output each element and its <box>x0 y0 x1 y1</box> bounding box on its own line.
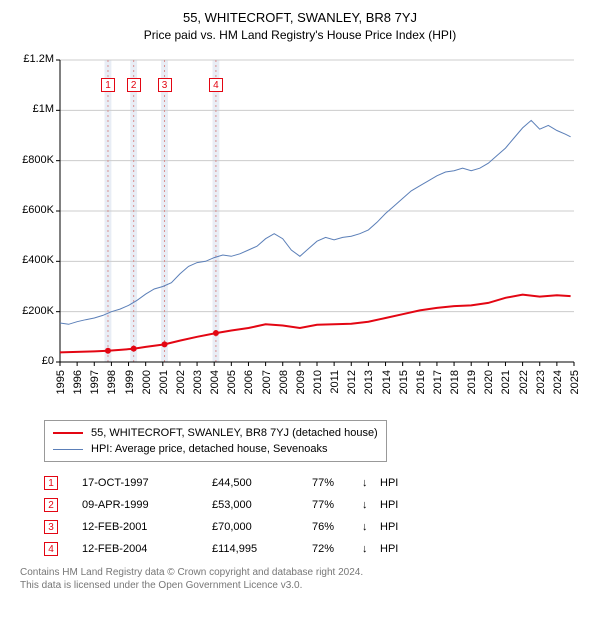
x-axis-label: 2001 <box>158 370 170 394</box>
chart-title: 55, WHITECROFT, SWANLEY, BR8 7YJ <box>14 10 586 25</box>
footer-line-2: This data is licensed under the Open Gov… <box>20 579 586 592</box>
y-axis-label: £0 <box>14 355 54 367</box>
down-arrow-icon: ↓ <box>362 521 380 533</box>
legend: 55, WHITECROFT, SWANLEY, BR8 7YJ (detach… <box>44 420 387 462</box>
legend-item: HPI: Average price, detached house, Seve… <box>53 441 378 457</box>
x-axis-label: 2007 <box>261 370 273 394</box>
transaction-pct: 77% <box>312 477 362 489</box>
transaction-price: £70,000 <box>212 521 312 533</box>
transaction-marker: 3 <box>158 78 172 92</box>
transactions-table: 117-OCT-1997£44,50077%↓HPI209-APR-1999£5… <box>44 472 586 560</box>
transaction-date: 12-FEB-2001 <box>82 521 212 533</box>
transaction-hpi-label: HPI <box>380 499 410 511</box>
transaction-hpi-label: HPI <box>380 477 410 489</box>
x-axis-label: 2020 <box>483 370 495 394</box>
footer-attribution: Contains HM Land Registry data © Crown c… <box>20 566 586 592</box>
x-axis-label: 1999 <box>124 370 136 394</box>
x-axis-label: 2010 <box>312 370 324 394</box>
x-axis-label: 2018 <box>449 370 461 394</box>
legend-swatch <box>53 432 83 434</box>
transaction-pct: 77% <box>312 499 362 511</box>
transaction-price: £44,500 <box>212 477 312 489</box>
x-axis-label: 2011 <box>329 370 341 394</box>
transaction-date: 17-OCT-1997 <box>82 477 212 489</box>
transaction-marker: 1 <box>101 78 115 92</box>
transaction-pct: 72% <box>312 543 362 555</box>
y-axis-label: £200K <box>14 305 54 317</box>
x-axis-label: 2000 <box>141 370 153 394</box>
y-axis-label: £1.2M <box>14 53 54 65</box>
down-arrow-icon: ↓ <box>362 543 380 555</box>
x-axis-label: 1996 <box>72 370 84 394</box>
x-axis-label: 2013 <box>363 370 375 394</box>
x-axis-label: 2008 <box>278 370 290 394</box>
transaction-marker: 2 <box>127 78 141 92</box>
transaction-row: 1 17-OCT-1997£44,50077%↓HPI <box>44 472 586 494</box>
transaction-row: 4 12-FEB-2004£114,99572%↓HPI <box>44 538 586 560</box>
chart-subtitle: Price paid vs. HM Land Registry's House … <box>14 28 586 42</box>
y-axis-label: £400K <box>14 254 54 266</box>
x-axis-label: 2021 <box>500 370 512 394</box>
x-axis-label: 1998 <box>106 370 118 394</box>
legend-label: HPI: Average price, detached house, Seve… <box>91 443 327 455</box>
x-axis-label: 2012 <box>346 370 358 394</box>
x-axis-label: 2016 <box>415 370 427 394</box>
x-axis-label: 2006 <box>243 370 255 394</box>
x-axis-label: 1995 <box>55 370 67 394</box>
legend-label: 55, WHITECROFT, SWANLEY, BR8 7YJ (detach… <box>91 427 378 439</box>
x-axis-label: 2025 <box>569 370 581 394</box>
x-axis-label: 2017 <box>432 370 444 394</box>
x-axis-label: 2015 <box>398 370 410 394</box>
transaction-date: 09-APR-1999 <box>82 499 212 511</box>
down-arrow-icon: ↓ <box>362 499 380 511</box>
chart-area: £0 £200K £400K £600K £800K £1M £1.2M 1995 1996 1… <box>14 52 586 412</box>
x-axis-label: 2002 <box>175 370 187 394</box>
transaction-row: 3 12-FEB-2001£70,00076%↓HPI <box>44 516 586 538</box>
x-axis-label: 2022 <box>518 370 530 394</box>
x-axis-label: 2009 <box>295 370 307 394</box>
x-axis-label: 2019 <box>466 370 478 394</box>
transaction-price: £53,000 <box>212 499 312 511</box>
x-axis-label: 2005 <box>226 370 238 394</box>
transaction-row-marker: 2 <box>44 498 58 512</box>
chart-svg <box>14 52 586 412</box>
x-axis-label: 1997 <box>89 370 101 394</box>
transaction-hpi-label: HPI <box>380 521 410 533</box>
transaction-price: £114,995 <box>212 543 312 555</box>
transaction-hpi-label: HPI <box>380 543 410 555</box>
footer-line-1: Contains HM Land Registry data © Crown c… <box>20 566 586 579</box>
transaction-row-marker: 4 <box>44 542 58 556</box>
x-axis-label: 2024 <box>552 370 564 394</box>
down-arrow-icon: ↓ <box>362 477 380 489</box>
transaction-row-marker: 3 <box>44 520 58 534</box>
y-axis-label: £600K <box>14 204 54 216</box>
x-axis-label: 2014 <box>381 370 393 394</box>
chart-container: 55, WHITECROFT, SWANLEY, BR8 7YJ Price p… <box>0 0 600 600</box>
transaction-marker: 4 <box>209 78 223 92</box>
x-axis-label: 2003 <box>192 370 204 394</box>
transaction-date: 12-FEB-2004 <box>82 543 212 555</box>
transaction-pct: 76% <box>312 521 362 533</box>
y-axis-label: £1M <box>14 103 54 115</box>
x-axis-label: 2023 <box>535 370 547 394</box>
transaction-row-marker: 1 <box>44 476 58 490</box>
transaction-row: 2 09-APR-1999£53,00077%↓HPI <box>44 494 586 516</box>
y-axis-label: £800K <box>14 154 54 166</box>
legend-item: 55, WHITECROFT, SWANLEY, BR8 7YJ (detach… <box>53 425 378 441</box>
legend-swatch <box>53 449 83 450</box>
x-axis-label: 2004 <box>209 370 221 394</box>
